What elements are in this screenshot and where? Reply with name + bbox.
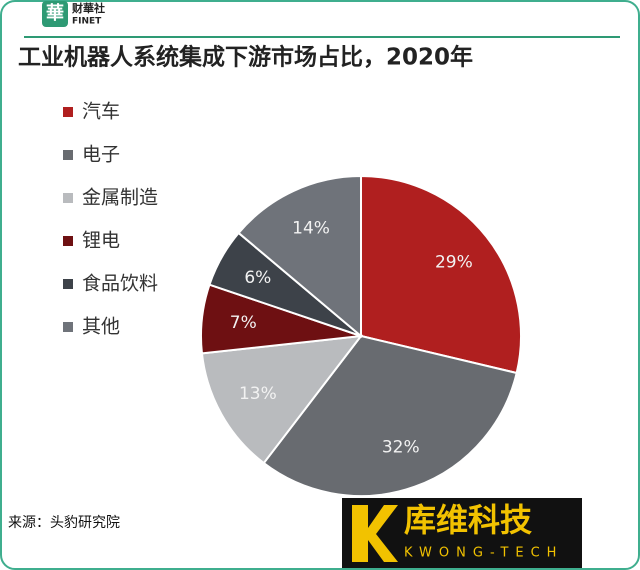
legend-swatch bbox=[63, 322, 73, 332]
legend-label: 汽车 bbox=[82, 101, 120, 123]
value-label: 14% bbox=[292, 219, 330, 239]
value-label: 6% bbox=[244, 268, 271, 288]
legend-label: 其他 bbox=[82, 316, 120, 338]
legend-swatch bbox=[63, 107, 73, 117]
pie-slice bbox=[200, 334, 364, 465]
brand-name: 库维科技 bbox=[404, 501, 532, 539]
legend-label: 锂电 bbox=[82, 230, 120, 252]
logo-mark: 華 bbox=[46, 2, 64, 24]
legend-swatch bbox=[63, 236, 73, 246]
brand-icon bbox=[352, 505, 398, 562]
logo-name: 财華社 bbox=[71, 1, 105, 15]
value-label: 7% bbox=[230, 313, 257, 333]
legend-swatch bbox=[63, 150, 73, 160]
logo-sub: FINET bbox=[72, 17, 102, 27]
legend-label: 金属制造 bbox=[82, 187, 158, 209]
value-label: 32% bbox=[382, 438, 420, 458]
value-label: 29% bbox=[435, 253, 473, 273]
brand-sub: KWONG-TECH bbox=[404, 546, 563, 561]
chart-title: 工业机器人系统集成下游市场占比，2020年 bbox=[18, 44, 473, 71]
pie-slice bbox=[262, 334, 518, 497]
pie-slice bbox=[237, 174, 362, 339]
legend-label: 食品饮料 bbox=[82, 273, 158, 295]
legend-label: 电子 bbox=[82, 144, 120, 166]
source: 来源：头豹研究院 bbox=[8, 515, 120, 531]
pie-slice bbox=[360, 174, 522, 375]
legend-swatch bbox=[63, 193, 73, 203]
value-label: 13% bbox=[239, 384, 277, 404]
pie: 29% 32% 13% 7% 6% 14% bbox=[200, 174, 522, 497]
legend-swatch bbox=[63, 279, 73, 289]
logo-box bbox=[42, 1, 68, 27]
